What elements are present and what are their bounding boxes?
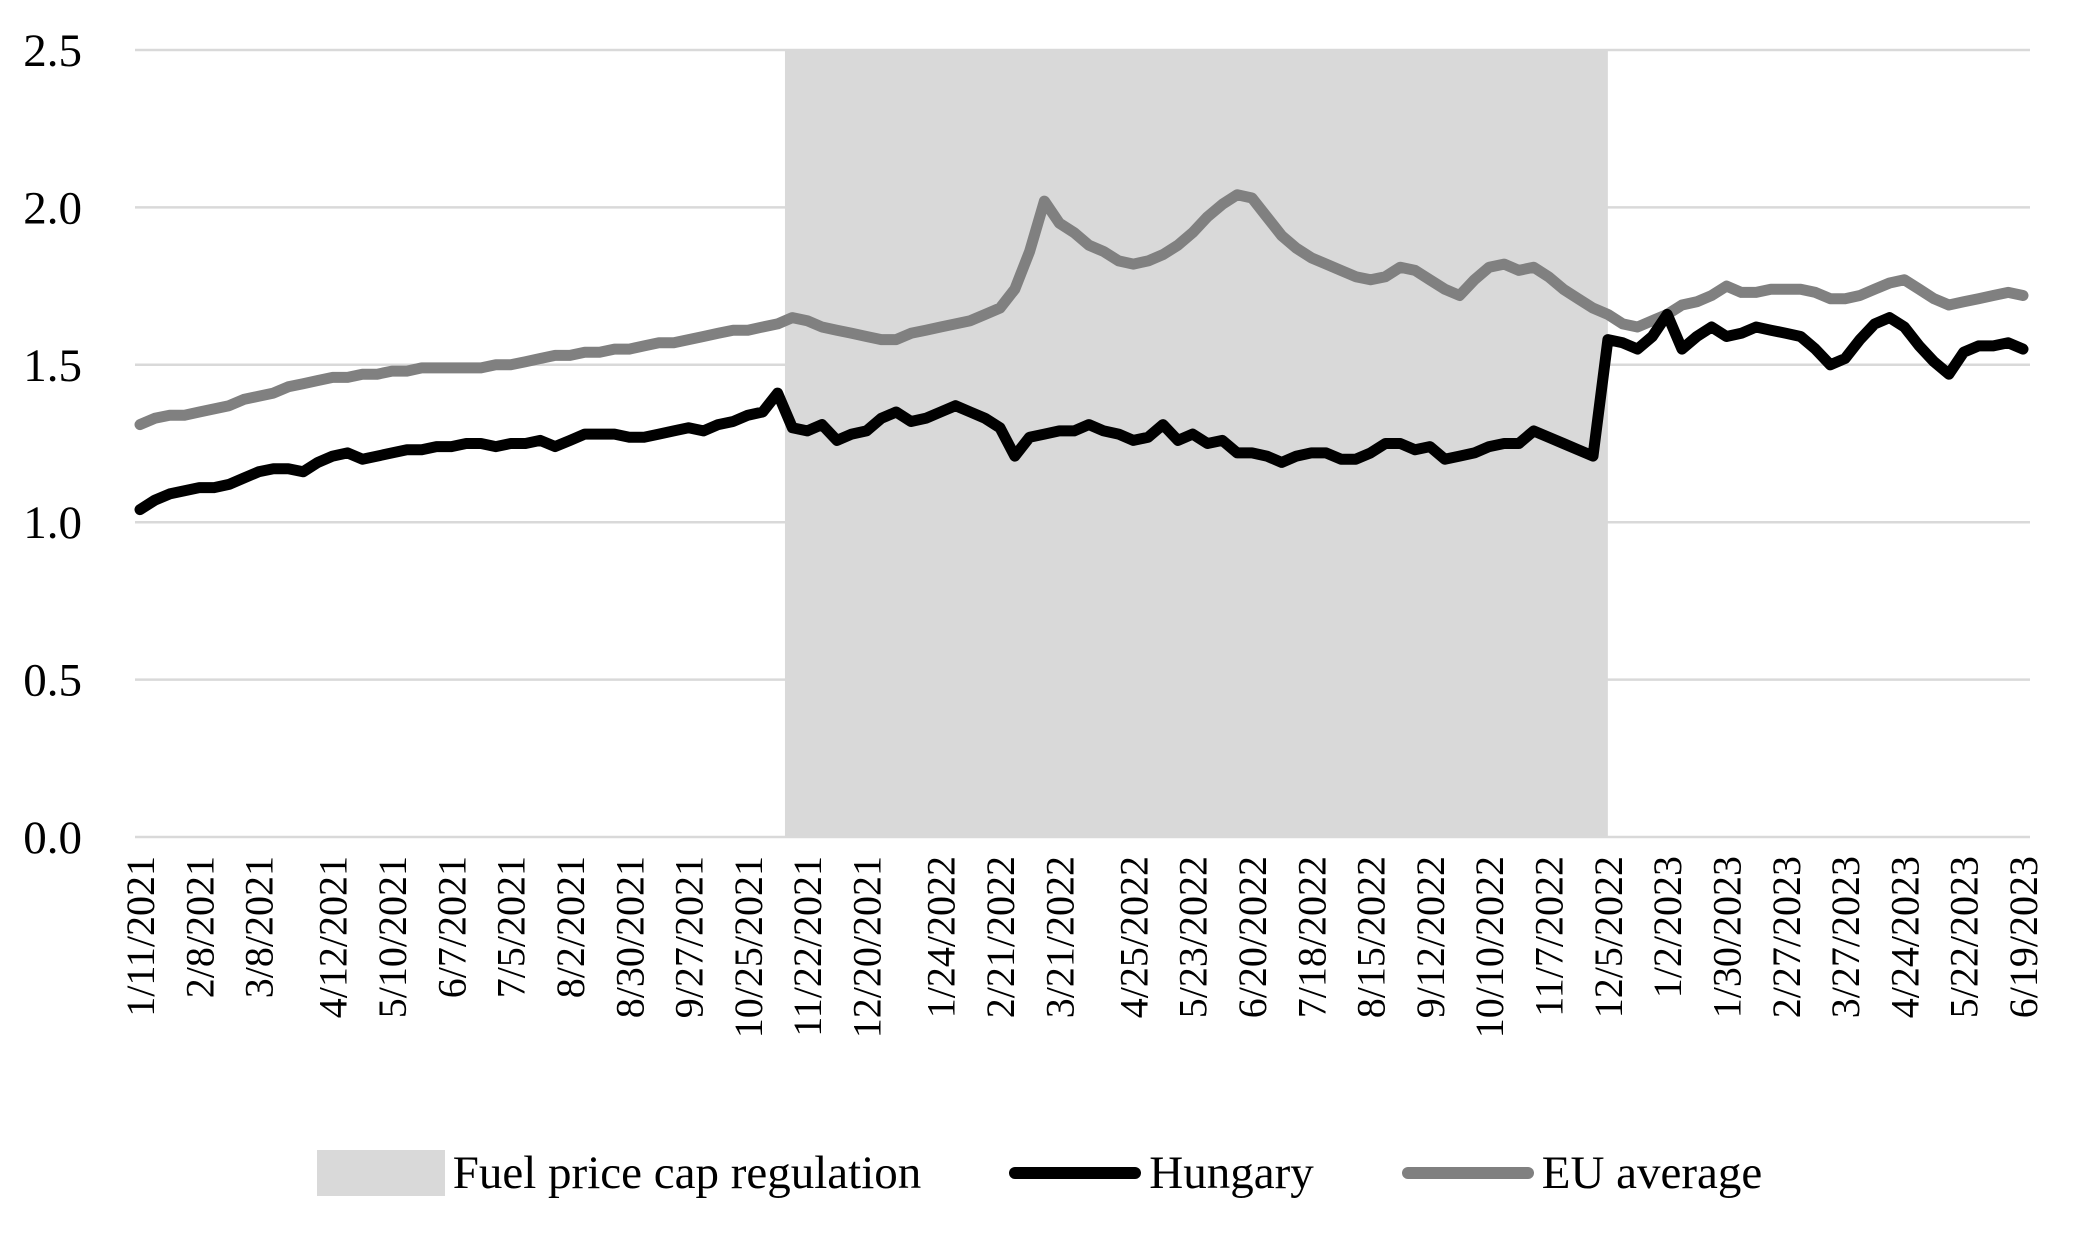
legend-label-price-cap: Fuel price cap regulation <box>452 1147 922 1199</box>
y-tick-label-1.0: 1.0 <box>23 497 82 549</box>
x-tick-label-6/19/2023: 6/19/2023 <box>2001 856 2046 1018</box>
x-tick-label-12/20/2021: 12/20/2021 <box>845 856 890 1038</box>
x-tick-label-1/2/2023: 1/2/2023 <box>1645 856 1690 998</box>
x-tick-label-8/30/2021: 8/30/2021 <box>607 856 652 1018</box>
x-axis-labels: 1/11/2021 2/8/2021 3/8/2021 4/12/2021 5/10/2… <box>118 856 2046 1038</box>
x-tick-label-2/27/2023: 2/27/2023 <box>1764 856 1809 1018</box>
eu-average-line <box>134 189 2029 431</box>
x-tick-label-2/8/2021: 2/8/2021 <box>177 856 222 998</box>
hungary-line-swatch <box>1009 1167 1142 1179</box>
x-tick-label-3/27/2023: 3/27/2023 <box>1823 856 1868 1018</box>
x-tick-label-4/24/2023: 4/24/2023 <box>1882 856 1927 1018</box>
hungary-line <box>134 308 2029 516</box>
x-tick-label-12/5/2022: 12/5/2022 <box>1586 856 1631 1018</box>
x-tick-label-7/18/2022: 7/18/2022 <box>1289 856 1334 1018</box>
legend-item-eu-average: EU average <box>1401 1146 1763 1200</box>
eu-average-line-swatch <box>1401 1167 1534 1179</box>
y-tick-label-0.5: 0.5 <box>23 655 82 707</box>
y-tick-label-2.5: 2.5 <box>23 25 82 77</box>
price-cap-region <box>784 50 1608 837</box>
x-tick-label-3/21/2022: 3/21/2022 <box>1037 856 1082 1018</box>
legend-label-hungary: Hungary <box>1149 1147 1314 1199</box>
x-tick-label-3/8/2021: 3/8/2021 <box>237 856 282 998</box>
legend-label-eu-average: EU average <box>1541 1147 1763 1199</box>
y-tick-label-2.0: 2.0 <box>23 182 82 234</box>
x-tick-label-6/7/2021: 6/7/2021 <box>429 856 474 998</box>
price-cap-region-swatch <box>316 1150 445 1196</box>
y-tick-label-0.0: 0.0 <box>23 812 82 864</box>
x-tick-label-1/30/2023: 1/30/2023 <box>1704 856 1749 1018</box>
x-tick-label-8/2/2021: 8/2/2021 <box>548 856 593 998</box>
legend-item-price-cap: Fuel price cap regulation <box>316 1146 922 1200</box>
x-tick-label-7/5/2021: 7/5/2021 <box>489 856 534 998</box>
x-tick-label-8/15/2022: 8/15/2022 <box>1349 856 1394 1018</box>
x-tick-label-9/12/2022: 9/12/2022 <box>1408 856 1453 1018</box>
x-tick-label-6/20/2022: 6/20/2022 <box>1230 856 1275 1018</box>
x-tick-label-4/12/2021: 4/12/2021 <box>311 856 356 1018</box>
x-tick-label-10/10/2022: 10/10/2022 <box>1467 856 1512 1038</box>
y-axis-labels: 0.0 0.5 1.0 1.5 2.0 2.5 <box>23 25 82 864</box>
x-tick-label-9/27/2021: 9/27/2021 <box>667 856 712 1018</box>
x-tick-label-1/24/2022: 1/24/2022 <box>919 856 964 1018</box>
x-tick-label-5/23/2022: 5/23/2022 <box>1171 856 1216 1018</box>
x-tick-label-10/25/2021: 10/25/2021 <box>726 856 771 1038</box>
chart-legend: Fuel price cap regulation Hungary EU ave… <box>0 1128 2079 1218</box>
x-tick-label-4/25/2022: 4/25/2022 <box>1111 856 1156 1018</box>
y-tick-label-1.5: 1.5 <box>23 340 82 392</box>
x-tick-label-11/7/2022: 11/7/2022 <box>1527 856 1572 1017</box>
x-tick-label-5/22/2023: 5/22/2023 <box>1942 856 1987 1018</box>
x-tick-label-1/11/2021: 1/11/2021 <box>118 856 163 1017</box>
x-tick-label-11/22/2021: 11/22/2021 <box>785 856 830 1037</box>
x-tick-label-2/21/2022: 2/21/2022 <box>978 856 1023 1018</box>
legend-item-hungary: Hungary <box>1009 1146 1314 1200</box>
x-tick-label-5/10/2021: 5/10/2021 <box>370 856 415 1018</box>
